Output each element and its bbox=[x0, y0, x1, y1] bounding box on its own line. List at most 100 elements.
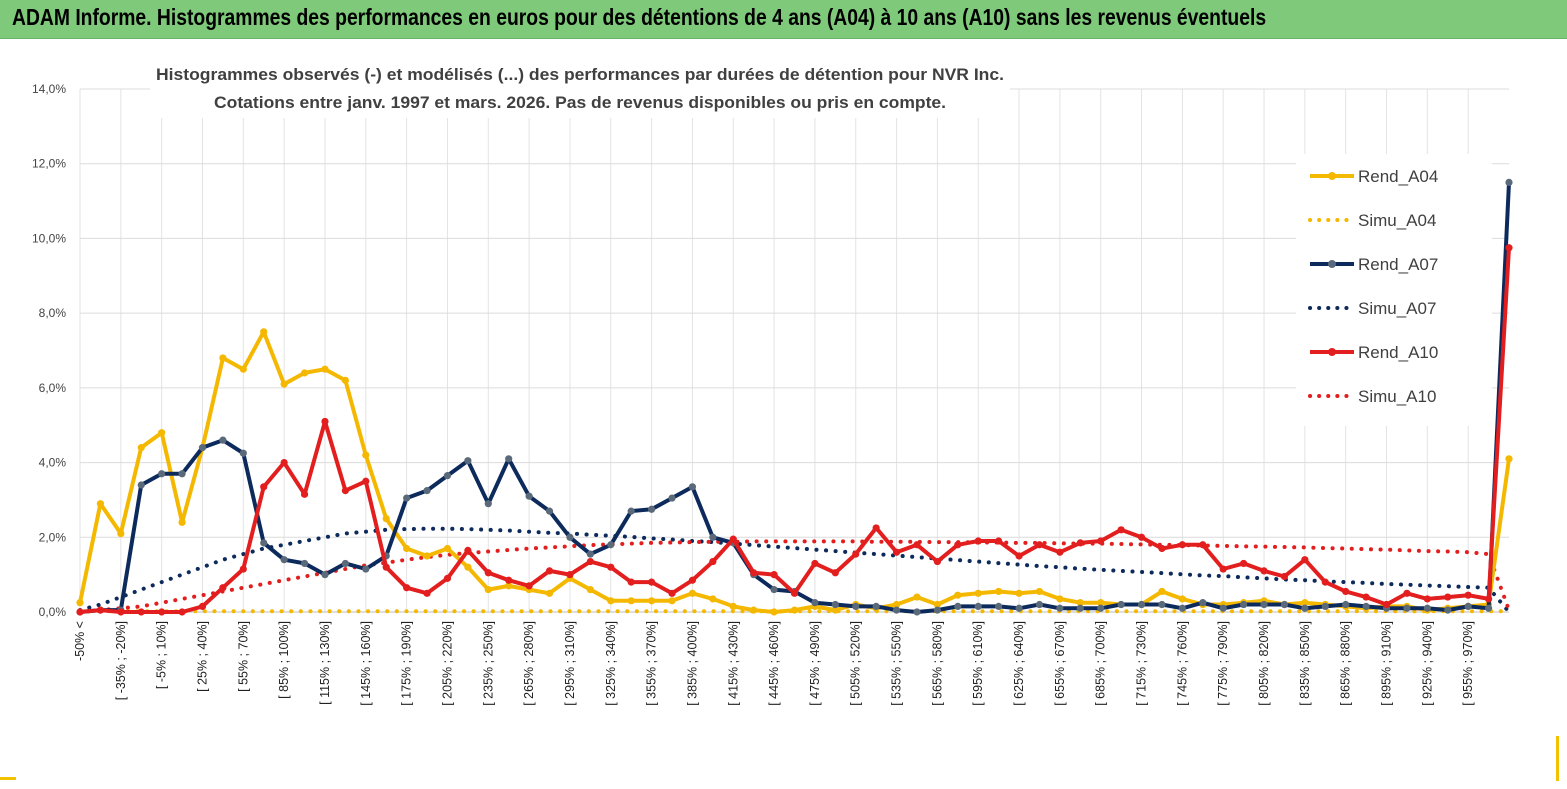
series-rend-a10-point bbox=[1464, 591, 1472, 599]
series-rend-a04-point bbox=[260, 328, 268, 336]
series-rend-a04-point bbox=[403, 544, 411, 553]
series-rend-a04-point bbox=[790, 606, 799, 614]
series-rend-a07-point bbox=[1505, 178, 1513, 186]
series-rend-a07-point bbox=[1240, 600, 1248, 609]
y-tick-label: 8,0% bbox=[39, 306, 67, 320]
series-rend-a07-point bbox=[1056, 604, 1064, 612]
x-tick-label: [ 865% ; 880%] bbox=[1339, 621, 1353, 706]
series-rend-a07-point bbox=[586, 550, 594, 558]
corner-mark-left bbox=[0, 777, 16, 780]
series-rend-a07-point bbox=[505, 455, 513, 463]
series-rend-a10-point bbox=[1240, 559, 1248, 568]
legend-rend-a10-marker bbox=[1328, 348, 1336, 356]
series-rend-a10-point bbox=[1178, 541, 1186, 549]
x-tick-label: [ 535% ; 550%] bbox=[890, 621, 904, 706]
y-tick-label: 14,0% bbox=[32, 82, 66, 96]
series-rend-a07-point bbox=[545, 507, 554, 515]
series-rend-a04-point bbox=[892, 600, 901, 609]
series-rend-a07-point bbox=[995, 602, 1003, 610]
series-rend-a07-point bbox=[403, 494, 411, 502]
x-tick-label: [ 355% ; 370%] bbox=[645, 621, 659, 706]
series-rend-a10-point bbox=[1260, 567, 1268, 575]
series-rend-a04-point bbox=[1505, 455, 1513, 463]
series-rend-a10-point bbox=[1301, 556, 1309, 564]
series-rend-a07-point bbox=[709, 533, 717, 541]
series-rend-a07-point bbox=[668, 494, 676, 502]
series-simu-a07-line bbox=[78, 526, 1511, 614]
series-rend-a10-point bbox=[1423, 595, 1431, 603]
y-tick-label: 0,0% bbox=[39, 605, 67, 619]
series-rend-a04-point bbox=[913, 593, 921, 601]
series-rend-a04-point bbox=[362, 451, 370, 459]
series-rend-a10-point bbox=[484, 569, 492, 577]
series-rend-a10-point bbox=[137, 608, 145, 616]
series-rend-a04-point bbox=[750, 606, 758, 614]
series-rend-a04-point bbox=[484, 585, 492, 594]
series-rend-a04-point bbox=[1015, 589, 1023, 597]
series-rend-a10-point bbox=[1158, 544, 1166, 553]
series-rend-a07-point bbox=[1117, 600, 1125, 609]
series-rend-a10-point bbox=[219, 584, 227, 592]
series-rend-a07-point bbox=[1321, 602, 1329, 610]
series-rend-a07-point bbox=[913, 608, 921, 616]
series-rend-a10-point bbox=[525, 582, 533, 590]
series-rend-a10-point bbox=[770, 571, 778, 579]
x-tick-label: [ 685% ; 700%] bbox=[1094, 621, 1108, 706]
series-rend-a04-point bbox=[648, 597, 656, 605]
series-rend-a07-point bbox=[280, 556, 288, 564]
series-rend-a04-point bbox=[341, 376, 349, 384]
series-rend-a10-point bbox=[76, 608, 84, 616]
series-rend-a10-point bbox=[1362, 593, 1370, 601]
series-rend-a10-line bbox=[78, 245, 1511, 614]
series-rend-a04-point bbox=[505, 582, 513, 590]
series-rend-a07-point bbox=[423, 486, 431, 495]
series-rend-a07-point bbox=[607, 541, 615, 549]
series-rend-a10-point bbox=[1076, 539, 1084, 547]
series-rend-a04-point bbox=[627, 597, 635, 605]
chart-title-line-1: Histogrammes observés (-) et modélisés (… bbox=[156, 66, 1004, 84]
series-rend-a04-point bbox=[1178, 595, 1186, 603]
banner-title: ADAM Informe. Histogrammes des performan… bbox=[12, 4, 1267, 30]
series-rend-a04-point bbox=[239, 365, 247, 373]
series-rend-a07-point bbox=[525, 492, 533, 500]
series-rend-a07-point bbox=[566, 533, 574, 541]
series-rend-a10-point bbox=[341, 486, 349, 495]
series-rend-a07-point bbox=[852, 602, 860, 610]
x-tick-label: [ 265% ; 280%] bbox=[522, 621, 536, 706]
series-rend-a10-point bbox=[954, 541, 962, 549]
series-rend-a07-point bbox=[341, 559, 349, 568]
x-tick-label: [ -35% ; -20%] bbox=[114, 621, 128, 700]
series-simu-a10-line bbox=[78, 539, 1511, 614]
series-rend-a10-point bbox=[96, 606, 105, 614]
series-rend-a10-point bbox=[607, 563, 615, 571]
series-rend-a10-point bbox=[709, 557, 717, 566]
series-rend-a07-point bbox=[300, 559, 309, 568]
series-rend-a07-point bbox=[1342, 600, 1350, 609]
x-tick-label: [ 205% ; 220%] bbox=[440, 621, 454, 706]
series-rend-a10-point bbox=[1219, 565, 1227, 573]
x-tick-label: [ 385% ; 400%] bbox=[685, 621, 699, 706]
series-rend-a07-point bbox=[974, 602, 982, 610]
series-rend-a07-point bbox=[1280, 600, 1289, 609]
series-rend-a10-point bbox=[545, 567, 554, 575]
legend-simu-a04-label: Simu_A04 bbox=[1358, 211, 1436, 230]
series-rend-a10-point bbox=[995, 537, 1003, 545]
series-rend-a07-point bbox=[1137, 600, 1146, 609]
series-rend-a04-point bbox=[158, 429, 166, 437]
x-tick-label: [ 25% ; 40%] bbox=[195, 621, 209, 692]
series-rend-a10-point bbox=[1280, 572, 1289, 581]
series-rend-a04-point bbox=[1056, 595, 1064, 603]
series-rend-a10-point bbox=[117, 608, 125, 616]
x-tick-label: [ 475% ; 490%] bbox=[808, 621, 822, 706]
x-tick-label: [ 415% ; 430%] bbox=[726, 621, 740, 706]
series-rend-a04-point bbox=[974, 589, 982, 597]
series-rend-a07-point bbox=[811, 599, 819, 607]
series-rend-a10-point bbox=[1015, 552, 1023, 560]
series-rend-a07-point bbox=[1444, 606, 1452, 614]
series-rend-a10-point bbox=[1403, 589, 1411, 597]
series-rend-a10-point bbox=[688, 576, 697, 584]
series-rend-a04-point bbox=[178, 518, 186, 526]
series-rend-a10-point bbox=[566, 571, 574, 579]
